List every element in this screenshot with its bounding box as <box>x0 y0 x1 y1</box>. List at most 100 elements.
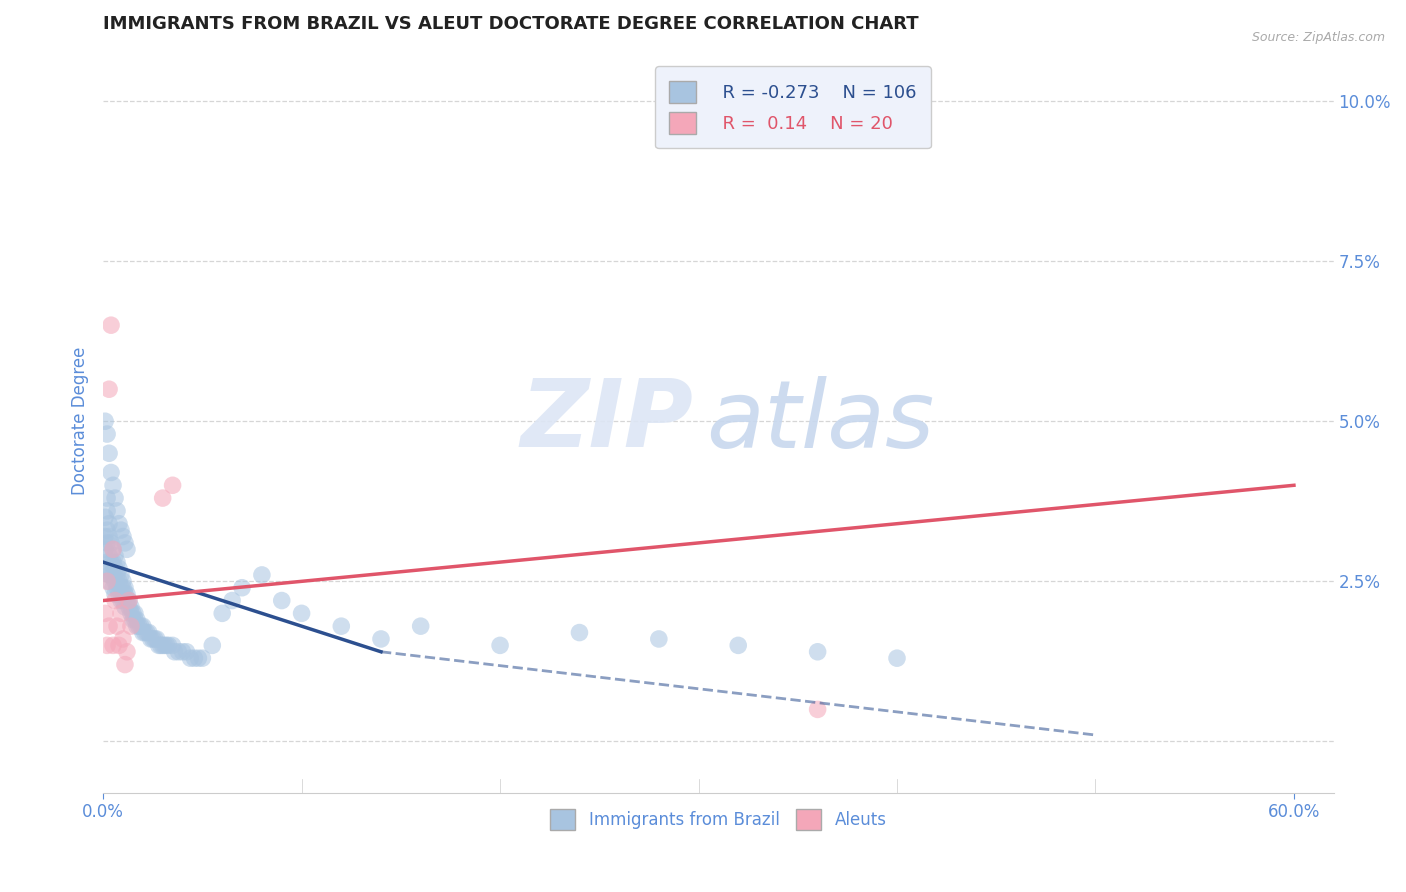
Point <box>128 619 150 633</box>
Point <box>104 549 127 563</box>
Text: IMMIGRANTS FROM BRAZIL VS ALEUT DOCTORATE DEGREE CORRELATION CHART: IMMIGRANTS FROM BRAZIL VS ALEUT DOCTORAT… <box>103 15 918 33</box>
Point <box>101 478 124 492</box>
Point <box>115 542 138 557</box>
Point <box>179 651 201 665</box>
Point <box>100 555 122 569</box>
Point <box>98 516 121 531</box>
Point <box>370 632 392 646</box>
Point <box>111 593 134 607</box>
Point <box>114 587 136 601</box>
Point <box>101 581 124 595</box>
Point <box>96 574 118 589</box>
Point <box>122 607 145 621</box>
Point <box>94 542 117 557</box>
Point <box>111 529 134 543</box>
Point <box>221 593 243 607</box>
Point <box>100 466 122 480</box>
Point <box>250 568 273 582</box>
Point <box>201 639 224 653</box>
Point <box>114 536 136 550</box>
Point <box>727 639 749 653</box>
Point <box>114 581 136 595</box>
Point <box>330 619 353 633</box>
Point <box>96 491 118 505</box>
Point <box>135 625 157 640</box>
Point <box>96 427 118 442</box>
Legend: Immigrants from Brazil, Aleuts: Immigrants from Brazil, Aleuts <box>544 803 893 837</box>
Point <box>129 619 152 633</box>
Point <box>153 639 176 653</box>
Point <box>101 555 124 569</box>
Point <box>104 491 127 505</box>
Point <box>100 318 122 333</box>
Point <box>111 632 134 646</box>
Point <box>101 639 124 653</box>
Text: atlas: atlas <box>706 376 935 467</box>
Point <box>118 599 141 614</box>
Text: Source: ZipAtlas.com: Source: ZipAtlas.com <box>1251 31 1385 45</box>
Point <box>108 516 131 531</box>
Point <box>125 613 148 627</box>
Point <box>115 645 138 659</box>
Point <box>94 529 117 543</box>
Point <box>110 593 132 607</box>
Point <box>142 632 165 646</box>
Point <box>98 382 121 396</box>
Point <box>98 529 121 543</box>
Point <box>167 645 190 659</box>
Point <box>132 619 155 633</box>
Point <box>98 574 121 589</box>
Point <box>94 414 117 428</box>
Point <box>98 561 121 575</box>
Point <box>120 599 142 614</box>
Point <box>94 607 117 621</box>
Point <box>105 581 128 595</box>
Point <box>172 645 194 659</box>
Point <box>96 555 118 569</box>
Point <box>183 651 205 665</box>
Point <box>143 632 166 646</box>
Point <box>231 581 253 595</box>
Point <box>105 619 128 633</box>
Point <box>104 561 127 575</box>
Point <box>211 607 233 621</box>
Point <box>120 619 142 633</box>
Point <box>105 568 128 582</box>
Point <box>163 645 186 659</box>
Point <box>122 613 145 627</box>
Point <box>104 593 127 607</box>
Point <box>101 542 124 557</box>
Point <box>152 491 174 505</box>
Point <box>807 702 830 716</box>
Point <box>191 651 214 665</box>
Point <box>270 593 292 607</box>
Point <box>409 619 432 633</box>
Point <box>114 599 136 614</box>
Text: ZIP: ZIP <box>520 376 693 467</box>
Point <box>105 555 128 569</box>
Point <box>176 645 198 659</box>
Point <box>110 523 132 537</box>
Point <box>110 568 132 582</box>
Y-axis label: Doctorate Degree: Doctorate Degree <box>72 347 89 495</box>
Point <box>111 574 134 589</box>
Point <box>157 639 180 653</box>
Point <box>101 542 124 557</box>
Point <box>111 581 134 595</box>
Point <box>118 593 141 607</box>
Point <box>98 619 121 633</box>
Point <box>187 651 209 665</box>
Point <box>886 651 908 665</box>
Point <box>100 568 122 582</box>
Point <box>124 613 146 627</box>
Point <box>104 587 127 601</box>
Point <box>156 639 179 653</box>
Point <box>110 607 132 621</box>
Point <box>148 639 170 653</box>
Point <box>648 632 671 646</box>
Point <box>139 632 162 646</box>
Point <box>98 549 121 563</box>
Point <box>110 581 132 595</box>
Point <box>96 536 118 550</box>
Point <box>489 639 512 653</box>
